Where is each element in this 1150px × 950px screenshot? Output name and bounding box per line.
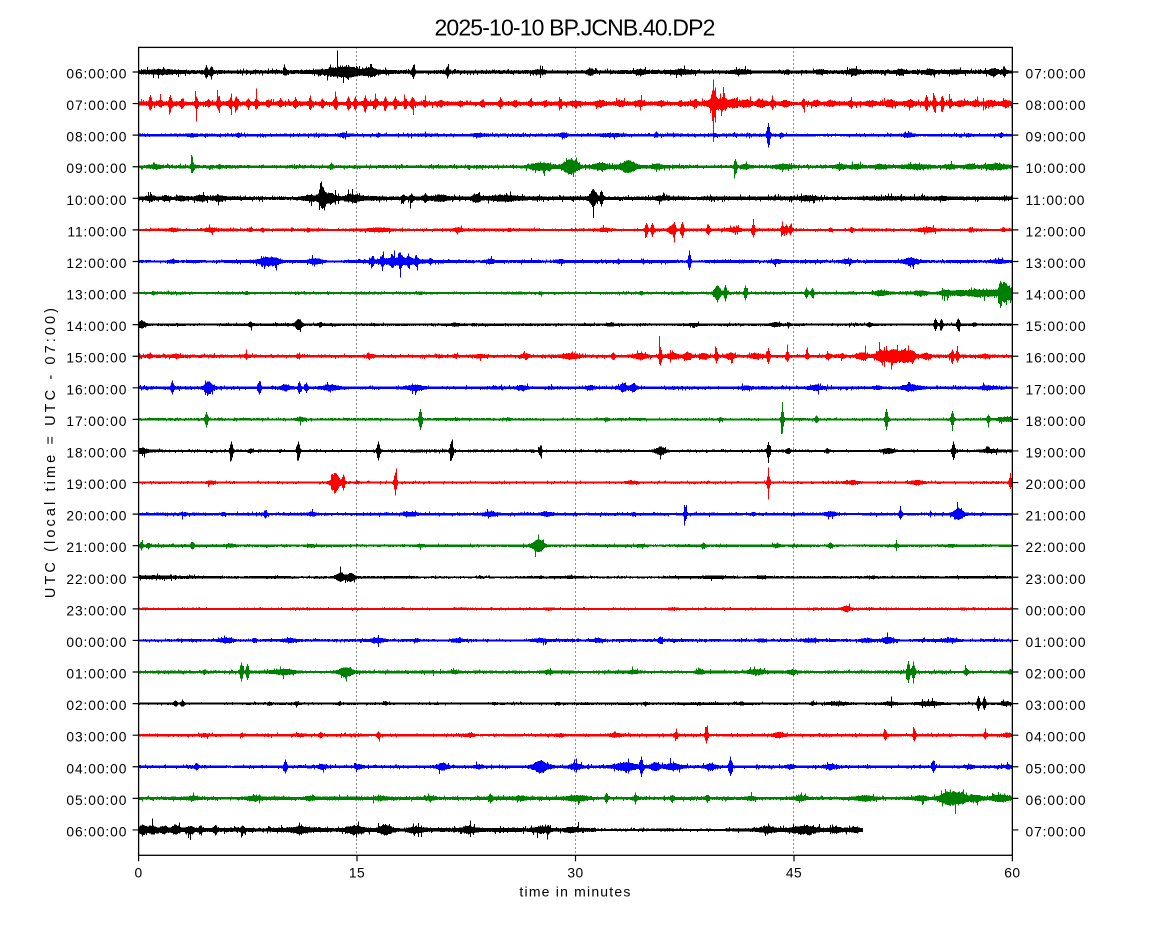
svg-text:18:00:00: 18:00:00 xyxy=(1026,414,1087,429)
svg-text:06:00:00: 06:00:00 xyxy=(1026,793,1087,808)
svg-text:14:00:00: 14:00:00 xyxy=(1026,288,1087,303)
svg-text:UTC (local time = UTC - 07:00): UTC (local time = UTC - 07:00) xyxy=(43,305,59,598)
svg-text:09:00:00: 09:00:00 xyxy=(66,161,127,176)
svg-text:11:00:00: 11:00:00 xyxy=(1026,193,1086,208)
svg-text:30: 30 xyxy=(567,866,583,881)
svg-text:45: 45 xyxy=(786,866,802,881)
svg-text:13:00:00: 13:00:00 xyxy=(66,288,127,303)
svg-text:09:00:00: 09:00:00 xyxy=(1026,130,1087,145)
svg-text:04:00:00: 04:00:00 xyxy=(1026,730,1087,745)
svg-text:01:00:00: 01:00:00 xyxy=(66,667,127,682)
svg-text:06:00:00: 06:00:00 xyxy=(66,824,127,839)
svg-text:15:00:00: 15:00:00 xyxy=(1026,319,1087,334)
svg-text:00:00:00: 00:00:00 xyxy=(66,635,127,650)
svg-text:22:00:00: 22:00:00 xyxy=(1026,540,1087,555)
svg-text:08:00:00: 08:00:00 xyxy=(1026,98,1087,113)
svg-text:17:00:00: 17:00:00 xyxy=(66,414,127,429)
svg-text:02:00:00: 02:00:00 xyxy=(66,698,127,713)
svg-text:17:00:00: 17:00:00 xyxy=(1026,382,1087,397)
svg-text:12:00:00: 12:00:00 xyxy=(1026,224,1087,239)
svg-text:16:00:00: 16:00:00 xyxy=(1026,351,1087,366)
svg-text:10:00:00: 10:00:00 xyxy=(66,193,127,208)
svg-text:14:00:00: 14:00:00 xyxy=(66,319,127,334)
svg-text:01:00:00: 01:00:00 xyxy=(1026,635,1087,650)
svg-text:06:00:00: 06:00:00 xyxy=(66,67,127,82)
svg-text:21:00:00: 21:00:00 xyxy=(1026,509,1087,524)
svg-text:12:00:00: 12:00:00 xyxy=(66,256,127,271)
svg-text:05:00:00: 05:00:00 xyxy=(1026,761,1087,776)
svg-text:18:00:00: 18:00:00 xyxy=(66,446,127,461)
svg-text:time in minutes: time in minutes xyxy=(519,884,631,900)
svg-text:07:00:00: 07:00:00 xyxy=(66,98,127,113)
svg-text:03:00:00: 03:00:00 xyxy=(1026,698,1087,713)
svg-text:20:00:00: 20:00:00 xyxy=(1026,477,1087,492)
svg-text:05:00:00: 05:00:00 xyxy=(66,793,127,808)
svg-text:60: 60 xyxy=(1004,866,1020,881)
svg-text:0: 0 xyxy=(135,866,143,881)
svg-text:19:00:00: 19:00:00 xyxy=(66,477,127,492)
svg-text:11:00:00: 11:00:00 xyxy=(67,224,127,239)
svg-text:19:00:00: 19:00:00 xyxy=(1026,446,1087,461)
svg-text:07:00:00: 07:00:00 xyxy=(1026,67,1087,82)
svg-text:16:00:00: 16:00:00 xyxy=(66,382,127,397)
svg-text:00:00:00: 00:00:00 xyxy=(1026,603,1087,618)
svg-text:13:00:00: 13:00:00 xyxy=(1026,256,1087,271)
svg-text:23:00:00: 23:00:00 xyxy=(1026,572,1087,587)
svg-text:23:00:00: 23:00:00 xyxy=(66,603,127,618)
svg-text:15: 15 xyxy=(349,866,365,881)
svg-text:22:00:00: 22:00:00 xyxy=(66,572,127,587)
svg-text:21:00:00: 21:00:00 xyxy=(66,540,127,555)
svg-text:02:00:00: 02:00:00 xyxy=(1026,667,1087,682)
svg-text:20:00:00: 20:00:00 xyxy=(66,509,127,524)
svg-text:07:00:00: 07:00:00 xyxy=(1026,824,1087,839)
svg-text:03:00:00: 03:00:00 xyxy=(66,730,127,745)
svg-text:15:00:00: 15:00:00 xyxy=(66,351,127,366)
svg-text:10:00:00: 10:00:00 xyxy=(1026,161,1087,176)
svg-text:2025-10-10 BP.JCNB.40.DP2: 2025-10-10 BP.JCNB.40.DP2 xyxy=(434,15,714,41)
svg-text:08:00:00: 08:00:00 xyxy=(66,130,127,145)
svg-text:04:00:00: 04:00:00 xyxy=(66,761,127,776)
